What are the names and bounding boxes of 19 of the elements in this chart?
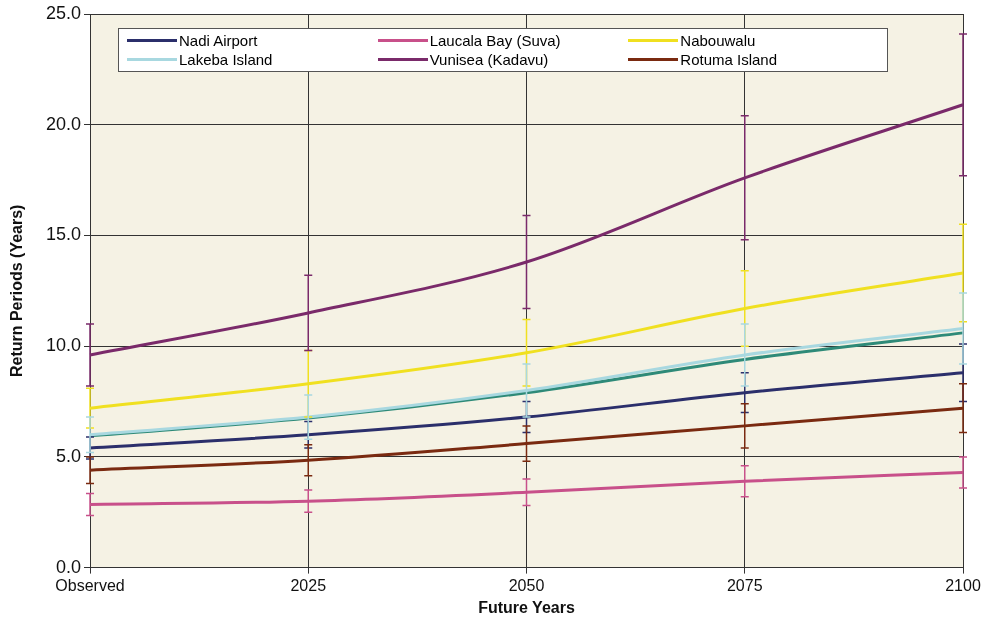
y-tick-label: 10.0 — [45, 335, 81, 356]
x-axis-title: Future Years — [478, 598, 575, 616]
legend-label: Vunisea (Kadavu) — [429, 50, 549, 69]
x-tick-label: 2050 — [508, 576, 545, 594]
y-axis-title: Return Periods (Years) — [8, 204, 26, 378]
y-tick-label: 15.0 — [45, 224, 81, 245]
y-tick-label: 20.0 — [45, 113, 81, 134]
legend-label: Laucala Bay (Suva) — [429, 31, 561, 50]
y-tick-label: 0.0 — [55, 556, 81, 577]
legend-label: Lakeba Island — [179, 50, 273, 69]
x-tick-label: Observed — [55, 576, 125, 594]
x-tick-label: 2025 — [290, 576, 327, 594]
legend-label: Nabouwalu — [680, 31, 756, 50]
y-tick-label: 5.0 — [55, 445, 81, 466]
x-tick-label: 2075 — [726, 576, 763, 594]
legend-label: Rotuma Island — [680, 50, 778, 69]
x-tick-label: 2100 — [945, 576, 981, 594]
legend-label: Nadi Airport — [179, 31, 258, 50]
y-tick-label: 25.0 — [45, 2, 81, 23]
